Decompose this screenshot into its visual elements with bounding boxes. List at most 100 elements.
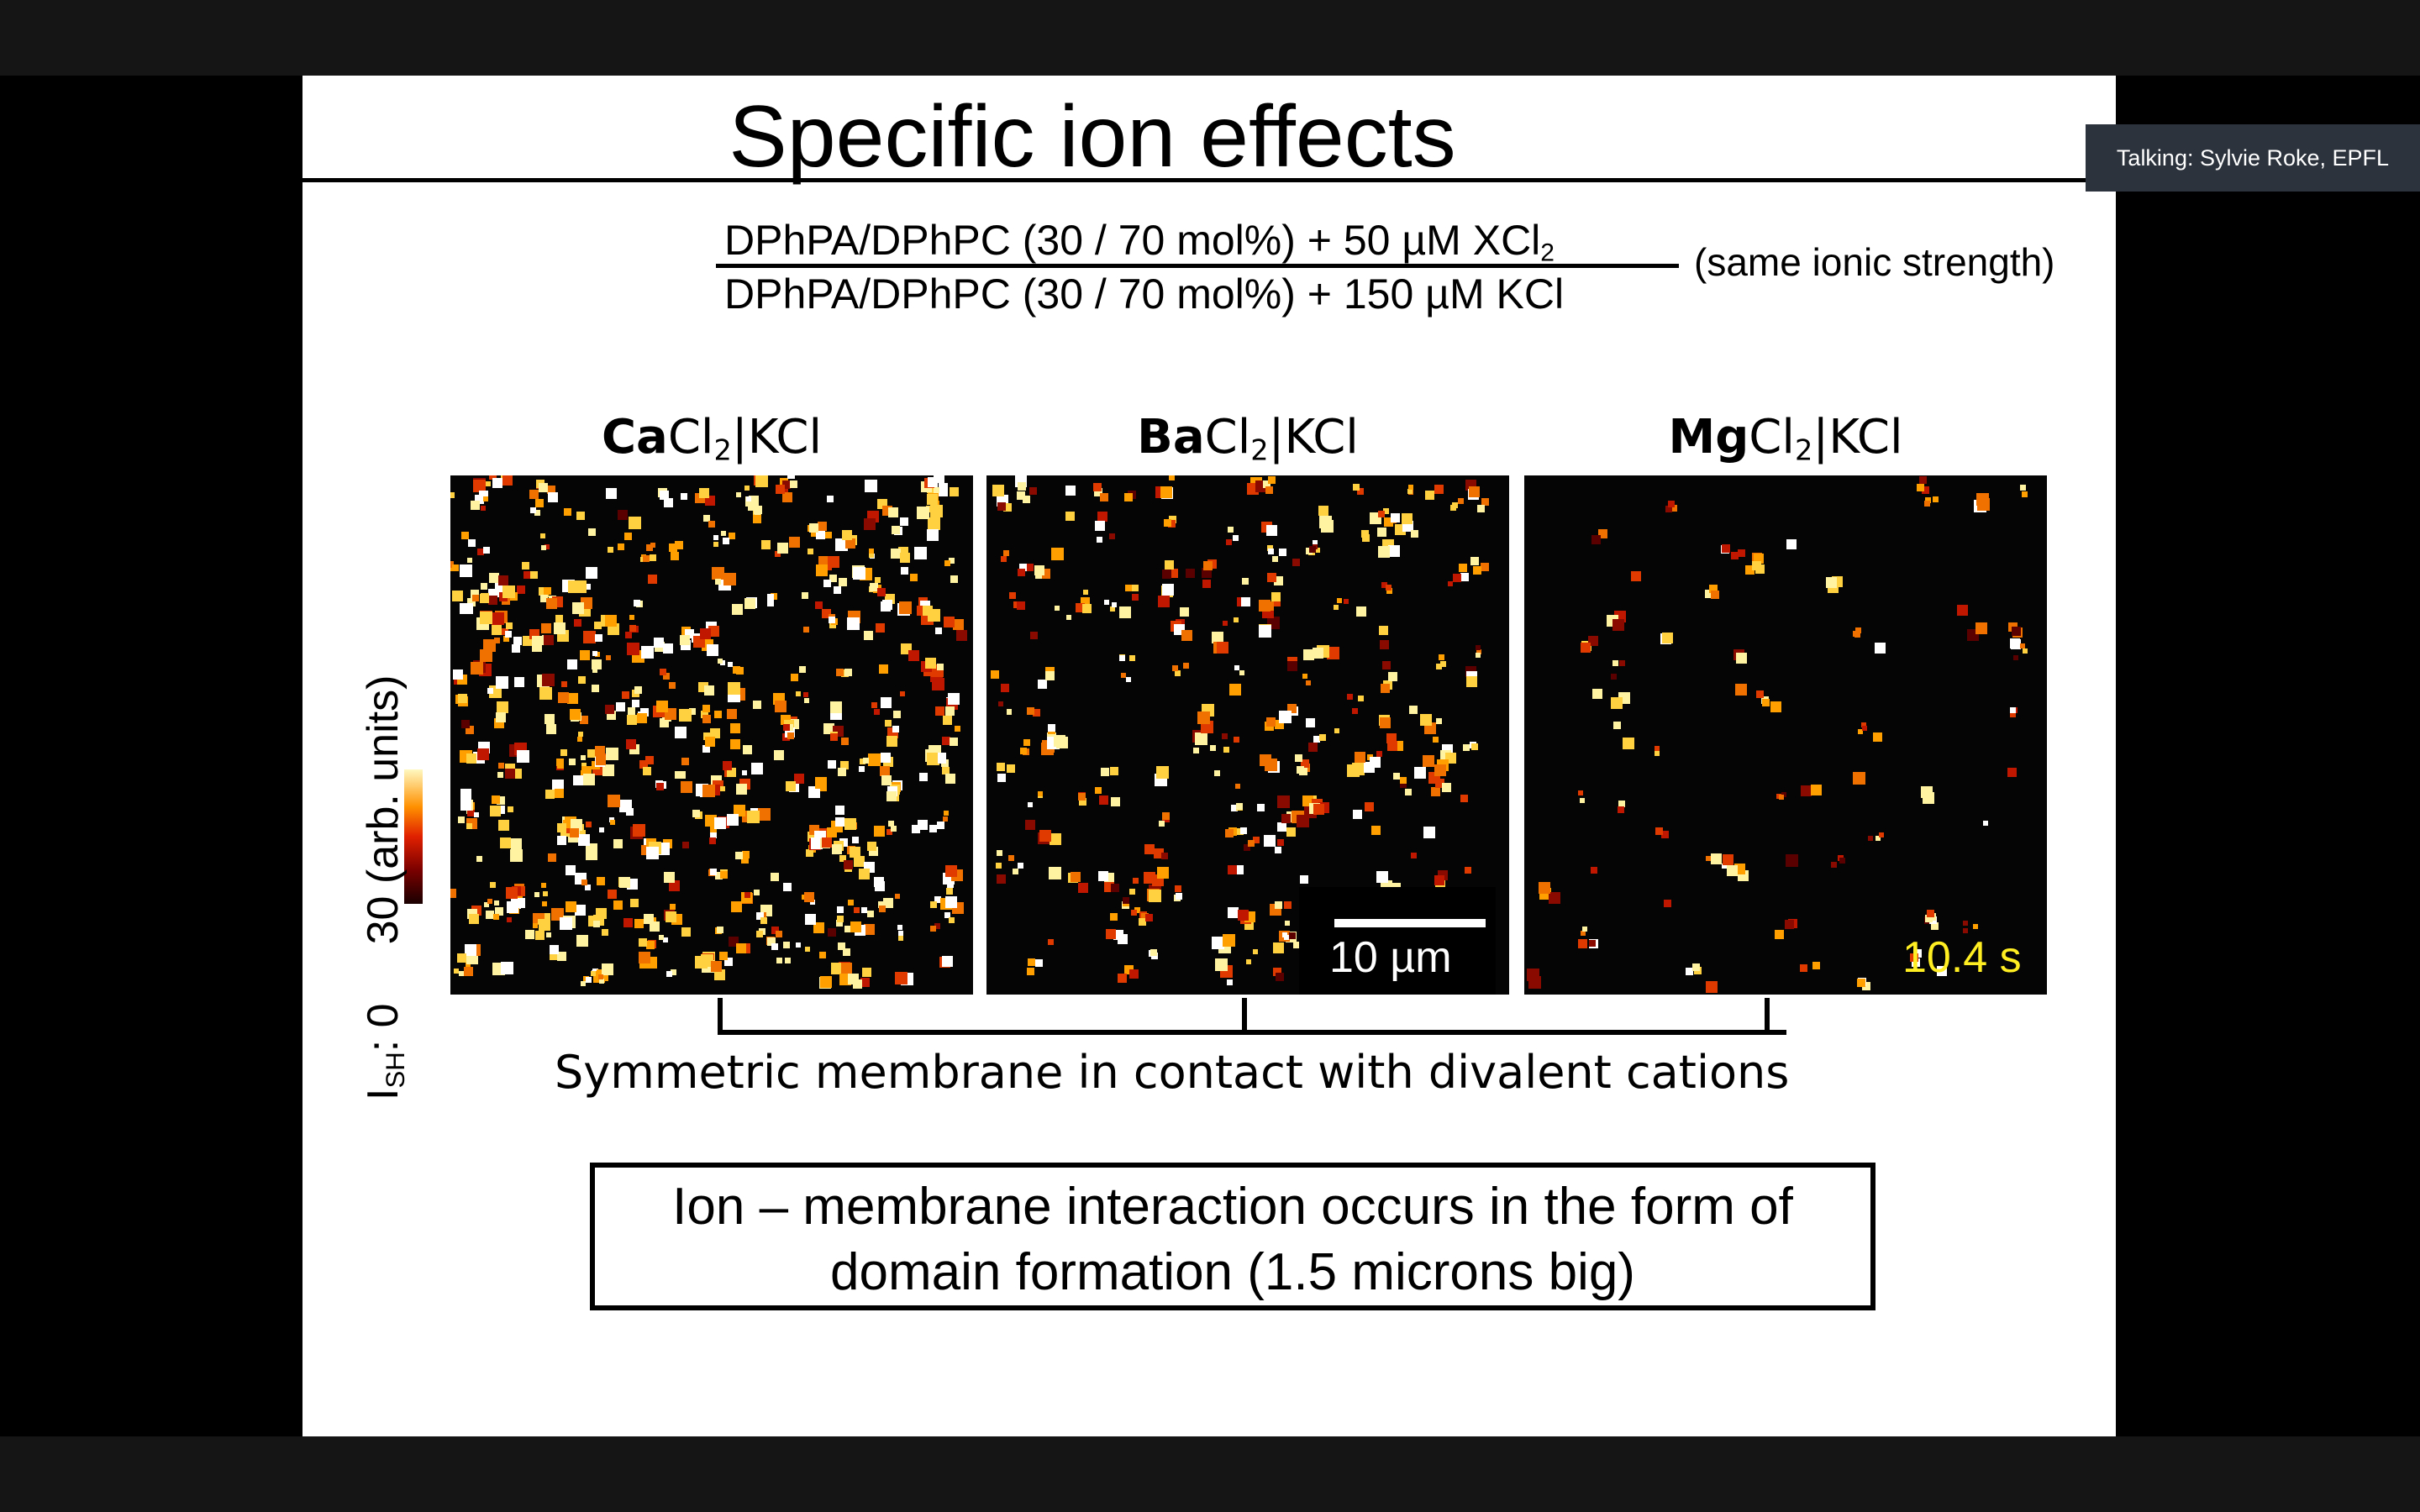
speckle xyxy=(895,894,900,899)
speckle xyxy=(1132,585,1139,591)
speckle xyxy=(502,475,513,486)
speckle xyxy=(935,627,942,634)
speckle xyxy=(1279,711,1292,723)
speckle xyxy=(618,543,624,550)
speckle xyxy=(544,587,551,595)
speckle xyxy=(1664,900,1671,907)
speckle xyxy=(830,701,842,713)
speckle xyxy=(771,943,778,950)
speckle xyxy=(729,533,735,539)
speckle xyxy=(641,646,654,659)
speckle xyxy=(1162,584,1174,596)
speckle xyxy=(1019,564,1027,571)
speckle xyxy=(608,795,620,807)
time-label: 10.4 s xyxy=(1902,933,2022,982)
speckle xyxy=(756,931,763,937)
speckle xyxy=(523,571,531,579)
speckle xyxy=(471,662,483,675)
speckle xyxy=(664,498,673,507)
speckle xyxy=(717,927,723,933)
speckle xyxy=(548,853,556,862)
speckle xyxy=(486,481,491,486)
speckle xyxy=(910,574,918,581)
speckle xyxy=(950,487,959,496)
speckle xyxy=(891,826,897,832)
speckle xyxy=(1353,484,1360,491)
speckle xyxy=(1124,493,1133,501)
speckle xyxy=(490,882,496,888)
speckle xyxy=(859,869,870,879)
speckle xyxy=(1591,867,1597,874)
speckle xyxy=(1925,915,1933,922)
speckle xyxy=(501,962,513,974)
speckle xyxy=(1266,717,1276,727)
speckle xyxy=(1611,674,1617,680)
speckle xyxy=(502,585,515,598)
speckle xyxy=(1013,869,1018,874)
speckle xyxy=(2007,768,2017,777)
speckle xyxy=(885,720,892,727)
speckle xyxy=(1284,901,1292,909)
speckle xyxy=(545,790,555,799)
speckle xyxy=(580,716,588,724)
speckle xyxy=(853,567,865,580)
speckle xyxy=(634,600,640,606)
speckle xyxy=(1287,704,1297,713)
speckle xyxy=(942,767,950,774)
speckle xyxy=(715,579,721,585)
top-bar xyxy=(0,0,2420,76)
speckle xyxy=(1745,565,1754,575)
speckle xyxy=(929,825,937,832)
speckle xyxy=(525,930,534,939)
speckle xyxy=(731,901,742,912)
speckle xyxy=(541,883,546,888)
speckle xyxy=(1169,569,1178,578)
speckle xyxy=(460,564,472,577)
speckle xyxy=(1257,804,1265,811)
speckle xyxy=(1386,733,1397,743)
speckle xyxy=(895,972,908,984)
speckle xyxy=(743,745,752,754)
speckle xyxy=(1186,569,1195,578)
speckle xyxy=(494,638,500,643)
speckle xyxy=(1106,929,1116,939)
speckle xyxy=(1388,672,1397,681)
speckle xyxy=(949,558,955,564)
scalebar-box xyxy=(1299,887,1496,995)
speckle xyxy=(939,480,944,486)
speckle xyxy=(935,706,944,716)
scalebar-label: 10 µm xyxy=(1329,933,1452,982)
speckle xyxy=(1099,795,1108,805)
speckle xyxy=(646,847,659,859)
speckle xyxy=(1731,552,1739,559)
speckle xyxy=(1631,571,1641,581)
speckle xyxy=(1705,590,1713,598)
speckle xyxy=(744,598,755,609)
speckle xyxy=(835,538,848,551)
speckle xyxy=(730,723,740,733)
speckle xyxy=(1018,482,1026,491)
speckle xyxy=(467,598,476,606)
speckle xyxy=(595,634,602,642)
speckle xyxy=(1119,655,1125,661)
speckle xyxy=(580,830,586,836)
speckle xyxy=(1786,854,1798,867)
speckle xyxy=(877,588,886,596)
speckle xyxy=(681,927,691,937)
speckle xyxy=(1048,724,1055,732)
speckle xyxy=(830,733,838,741)
speckle xyxy=(818,522,827,531)
speckle xyxy=(1023,739,1030,746)
speckle xyxy=(923,606,933,616)
speckle xyxy=(576,935,588,947)
speckle xyxy=(550,951,559,960)
speckle xyxy=(1775,930,1784,939)
speckle xyxy=(1145,914,1153,921)
speckle xyxy=(1001,684,1009,692)
speckle xyxy=(493,914,499,920)
speckle xyxy=(1169,516,1176,523)
speckle xyxy=(1735,684,1747,696)
speckle xyxy=(842,530,852,540)
speckle xyxy=(534,892,539,897)
speckle xyxy=(660,491,669,500)
